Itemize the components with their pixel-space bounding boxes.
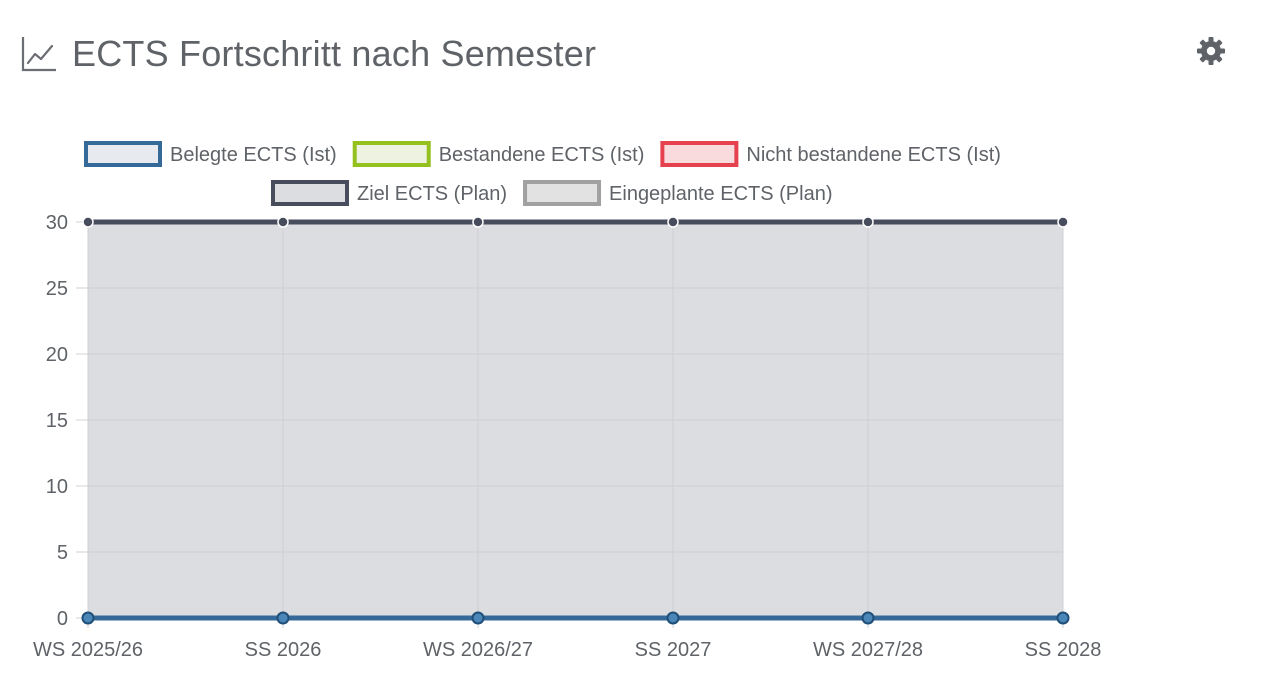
legend-item-nicht-bestandene[interactable]: Nicht bestandene ECTS (Ist) <box>660 141 1001 167</box>
y-tick-label: 25 <box>46 278 68 300</box>
legend-label: Bestandene ECTS (Ist) <box>439 144 645 166</box>
y-tick-label: 20 <box>46 344 68 366</box>
legend-item-eingeplante[interactable]: Eingeplante ECTS (Plan) <box>523 180 832 206</box>
data-point-belegte[interactable] <box>1056 611 1070 625</box>
x-tick-label: WS 2027/28 <box>813 639 923 661</box>
y-tick-label: 5 <box>57 542 68 564</box>
x-tick-label: SS 2026 <box>245 639 322 661</box>
x-tick-label: SS 2028 <box>1025 639 1102 661</box>
legend-swatch <box>523 180 602 206</box>
data-point-belegte[interactable] <box>276 611 290 625</box>
data-point-belegte[interactable] <box>861 611 875 625</box>
legend-label: Belegte ECTS (Ist) <box>170 144 337 166</box>
x-tick-label: WS 2026/27 <box>423 639 533 661</box>
y-tick-label: 30 <box>46 212 68 234</box>
legend-swatch <box>660 141 739 167</box>
data-point-belegte[interactable] <box>81 611 95 625</box>
data-point-ziel[interactable] <box>667 216 679 228</box>
x-tick-label: WS 2025/26 <box>33 639 143 661</box>
settings-button[interactable] <box>1192 34 1230 72</box>
data-point-ziel[interactable] <box>277 216 289 228</box>
y-tick-label: 0 <box>57 608 68 630</box>
data-point-belegte[interactable] <box>666 611 680 625</box>
legend-label: Ziel ECTS (Plan) <box>357 183 507 205</box>
chart-area: Belegte ECTS (Ist) Bestandene ECTS (Ist) N… <box>0 130 1280 690</box>
legend-swatch <box>84 141 162 167</box>
data-point-ziel[interactable] <box>472 216 484 228</box>
page-title: ECTS Fortschritt nach Semester <box>72 33 597 74</box>
gear-icon <box>1195 35 1227 72</box>
legend-item-belegte[interactable]: Belegte ECTS (Ist) <box>84 141 337 167</box>
data-point-ziel[interactable] <box>1057 216 1069 228</box>
legend-label: Eingeplante ECTS (Plan) <box>609 183 832 205</box>
legend-label: Nicht bestandene ECTS (Ist) <box>746 144 1001 166</box>
legend-item-bestandene[interactable]: Bestandene ECTS (Ist) <box>352 141 645 167</box>
data-point-ziel[interactable] <box>862 216 874 228</box>
y-tick-label: 15 <box>46 410 68 432</box>
data-point-belegte[interactable] <box>471 611 485 625</box>
data-point-ziel[interactable] <box>82 216 94 228</box>
header: ECTS Fortschritt nach Semester <box>20 30 596 78</box>
ects-chart: Belegte ECTS (Ist) Bestandene ECTS (Ist) N… <box>33 141 1102 661</box>
x-tick-label: SS 2027 <box>635 639 712 661</box>
legend-swatch <box>271 180 349 206</box>
y-tick-label: 10 <box>46 476 68 498</box>
legend-swatch <box>352 141 431 167</box>
line-chart-icon <box>20 35 58 73</box>
legend-item-ziel[interactable]: Ziel ECTS (Plan) <box>271 180 507 206</box>
